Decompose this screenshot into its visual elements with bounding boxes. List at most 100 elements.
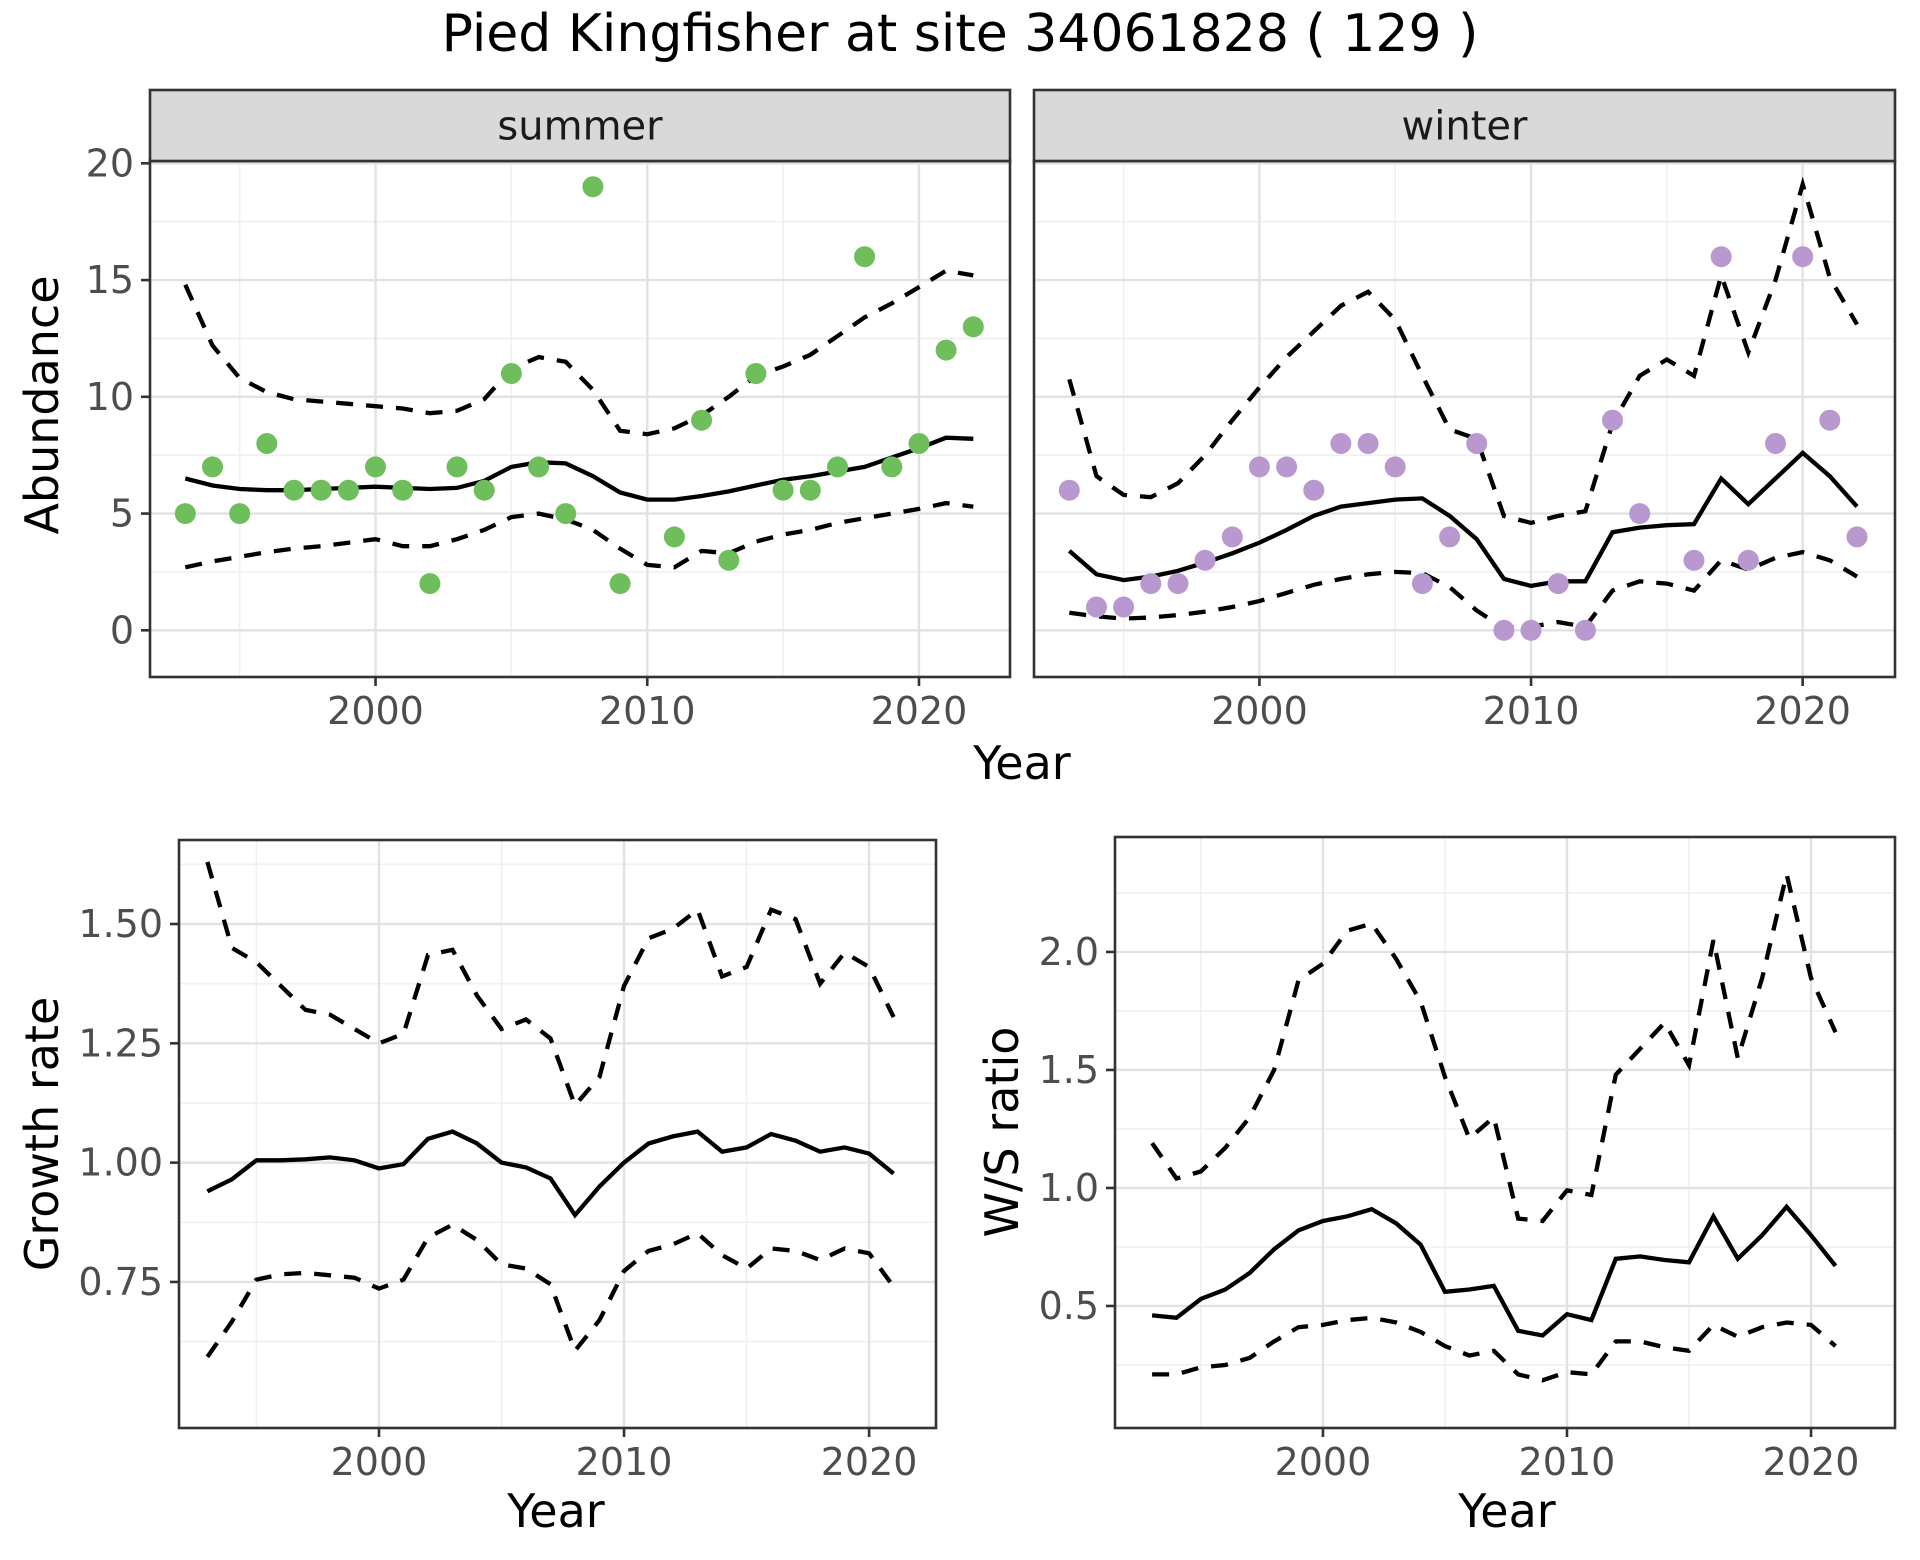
x-axis-label-year-top: Year — [973, 736, 1071, 790]
data-point — [555, 503, 577, 525]
series-group — [205, 861, 896, 1359]
lower-ci-line — [1069, 549, 1859, 631]
data-point — [337, 479, 359, 501]
series-group — [1058, 176, 1868, 641]
x-tick-label: 2000 — [327, 689, 424, 733]
data-point — [1113, 596, 1135, 618]
y-tick-label: 0.75 — [78, 1260, 163, 1304]
panel-background — [1115, 837, 1895, 1428]
y-tick-label: 0 — [110, 608, 134, 652]
panel-background — [179, 840, 936, 1428]
x-tick-label: 2010 — [1483, 689, 1580, 733]
data-point — [1194, 549, 1216, 571]
data-point — [419, 573, 441, 595]
data-point — [772, 479, 794, 501]
y-tick-label: 10 — [86, 375, 134, 419]
y-tick-label: 1.50 — [78, 902, 163, 946]
data-point — [1792, 246, 1814, 268]
data-point — [283, 479, 305, 501]
data-point — [1140, 573, 1162, 595]
data-point — [1221, 526, 1243, 548]
data-point — [1602, 409, 1623, 431]
panel-background — [150, 161, 1010, 677]
data-point — [174, 503, 196, 525]
data-point — [745, 363, 767, 384]
data-point — [446, 456, 468, 478]
panel-border — [177, 838, 938, 1430]
y-tick-label: 5 — [110, 492, 134, 536]
fit-line — [206, 1129, 895, 1219]
upper-ci-line — [1067, 176, 1859, 526]
x-tick-label: 2020 — [1763, 1440, 1860, 1484]
x-axis-label-year-ws: Year — [1458, 1484, 1556, 1538]
y-tick-label: 1.00 — [78, 1141, 163, 1185]
data-point — [1765, 433, 1786, 454]
figure-title: Pied Kingfisher at site 34061828 ( 129 ) — [441, 4, 1479, 64]
data-point — [1086, 596, 1107, 618]
y-tick-label: 0.5 — [1039, 1284, 1099, 1328]
data-point — [229, 503, 251, 525]
data-point — [1439, 526, 1461, 548]
data-point — [1384, 456, 1406, 478]
y-tick-label: 1.0 — [1039, 1166, 1099, 1210]
data-point — [365, 456, 386, 478]
series-group — [1150, 873, 1838, 1383]
data-point — [1846, 526, 1868, 548]
gridlines — [1115, 837, 1895, 1428]
data-point — [1629, 503, 1651, 525]
data-point — [582, 176, 604, 198]
y-tick-label: 1.25 — [78, 1021, 163, 1065]
panel-background — [1034, 161, 1895, 677]
data-point — [1411, 573, 1433, 595]
data-point — [1819, 409, 1841, 431]
gridlines — [150, 161, 1010, 677]
x-tick-label: 2020 — [1754, 689, 1851, 733]
data-point — [1520, 619, 1542, 641]
x-tick-label: 2010 — [1519, 1440, 1616, 1484]
data-point — [392, 479, 414, 501]
data-point — [1357, 433, 1379, 454]
x-tick-label: 2010 — [576, 1440, 673, 1484]
panel-abundance-summer: summer 2000 2010 2020 0 5 10 15 20 — [86, 88, 1012, 733]
data-point — [1574, 619, 1596, 641]
data-point — [609, 573, 631, 595]
panel-abundance-winter: winter 2000 2010 2020 — [1032, 88, 1897, 733]
panel-border — [1113, 835, 1897, 1430]
data-point — [691, 409, 713, 431]
data-point — [718, 549, 740, 571]
facet-strip-summer — [148, 88, 1012, 163]
x-tick-label: 2020 — [821, 1440, 918, 1484]
data-point — [256, 433, 278, 454]
fit-line — [1151, 1203, 1838, 1338]
facet-strip-winter — [1032, 88, 1897, 163]
facet-strip-label: winter — [1402, 104, 1528, 150]
lower-ci-line — [184, 500, 974, 570]
data-point — [854, 246, 876, 268]
upper-ci-line — [183, 268, 974, 437]
lower-ci-line — [205, 1222, 896, 1359]
data-point — [908, 433, 930, 454]
x-tick-label: 2010 — [599, 689, 696, 733]
data-point — [827, 456, 848, 478]
facet-strip-label: summer — [497, 104, 663, 150]
data-point — [528, 456, 550, 478]
x-tick-label: 2000 — [1275, 1440, 1372, 1484]
data-point — [663, 526, 685, 548]
data-point — [473, 479, 495, 501]
y-tick-label: 1.5 — [1039, 1048, 1099, 1092]
data-point — [1683, 549, 1705, 571]
data-point — [1276, 456, 1298, 478]
panel-ws-ratio: 2000 2010 2020 0.5 1.0 1.5 2.0 — [1039, 835, 1897, 1484]
data-point — [962, 316, 984, 338]
data-point — [1058, 479, 1080, 501]
y-tick-label: 15 — [86, 258, 134, 302]
x-axis-label-year-growth: Year — [507, 1484, 605, 1538]
data-point — [1710, 246, 1732, 268]
gridlines — [179, 840, 936, 1428]
data-point — [1330, 433, 1352, 454]
data-point — [1466, 433, 1488, 454]
data-point — [202, 456, 223, 478]
data-point — [1248, 456, 1270, 478]
x-tick-label: 2000 — [331, 1440, 428, 1484]
